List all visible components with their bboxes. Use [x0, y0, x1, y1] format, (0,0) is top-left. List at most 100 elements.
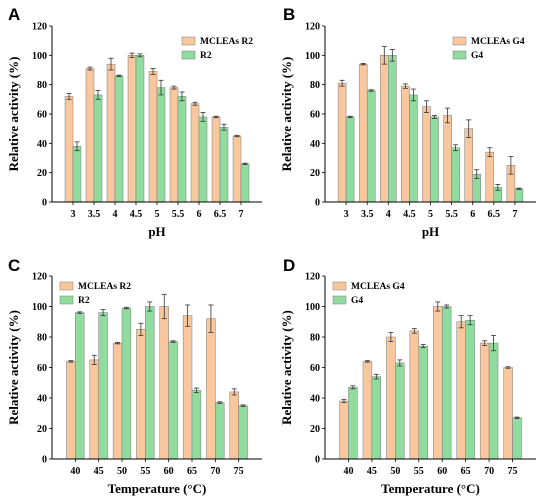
panel-a: A 0 20 40 60 80 100 120 3 3.5 4 4.5 5 5.5 6 6.5 7 pH Relat… [6, 5, 262, 239]
x-tick-label: 5.5 [445, 209, 458, 220]
y-axis-title: Relative activity (%) [279, 310, 294, 425]
bar [190, 103, 200, 203]
y-tick-label: 80 [310, 80, 320, 91]
y-tick-label: 40 [37, 139, 47, 150]
bar [89, 359, 99, 460]
bar [159, 306, 169, 460]
y-tick-label: 0 [42, 198, 47, 209]
y-tick-label: 120 [305, 22, 320, 33]
x-tick-label: 40 [343, 466, 353, 477]
legend-label: G4 [471, 51, 483, 61]
bar [514, 188, 524, 203]
panel-letter: A [8, 5, 20, 24]
x-tick-label: 40 [70, 466, 80, 477]
bar [238, 405, 248, 460]
x-tick-label: 4.5 [403, 209, 416, 220]
x-tick-label: 6 [197, 209, 202, 220]
y-tick-label: 100 [32, 51, 47, 62]
x-tick-label: 3.5 [88, 209, 101, 220]
bar [114, 75, 124, 203]
bar [85, 68, 95, 203]
legend-swatch [181, 36, 196, 46]
bar [66, 361, 76, 460]
bar [366, 90, 376, 203]
bar [451, 147, 460, 203]
bar [422, 106, 431, 203]
bar [182, 315, 193, 460]
y-tick-label: 60 [310, 110, 320, 121]
y-tick-label: 100 [32, 302, 47, 313]
bar [219, 126, 229, 203]
y-tick-label: 40 [310, 139, 320, 150]
legend-swatch [59, 295, 74, 305]
x-tick-label: 60 [437, 466, 447, 477]
x-tick-label: 6 [470, 209, 475, 220]
legend-swatch [332, 295, 347, 305]
bar [441, 306, 452, 460]
bar [169, 87, 179, 203]
panel-letter: D [283, 256, 295, 275]
bar [198, 116, 208, 203]
y-tick-label: 20 [310, 424, 320, 435]
y-tick-label: 20 [310, 168, 320, 179]
bar [503, 367, 513, 460]
x-tick-label: 4 [386, 209, 391, 220]
bar [229, 391, 239, 460]
legend: MCLEAs G4 G4 [452, 36, 525, 61]
bar [206, 318, 216, 460]
x-tick-label: 50 [117, 466, 127, 477]
y-tick-label: 60 [37, 363, 47, 374]
x-axis-title: pH [148, 224, 165, 239]
bar [148, 71, 158, 203]
y-tick-label: 60 [37, 110, 47, 121]
x-tick-label: 6.5 [488, 209, 501, 220]
y-tick-label: 40 [37, 394, 47, 405]
bar [465, 319, 475, 460]
x-axis-title: Temperature (°C) [381, 481, 480, 496]
legend: MCLEAs G4 G4 [332, 281, 405, 306]
x-tick-label: 3 [71, 209, 76, 220]
y-tick-label: 120 [32, 22, 47, 33]
legend-label: R2 [200, 51, 212, 61]
x-tick-label: 45 [94, 466, 104, 477]
x-tick-label: 4 [113, 209, 118, 220]
x-tick-label: 4.5 [130, 209, 143, 220]
bar [98, 312, 108, 460]
bar [433, 306, 443, 460]
bar [93, 94, 103, 203]
legend-swatch [59, 281, 74, 291]
panel-c: C 0 20 40 60 80 100 120 40 45 50 55 60 65 70 75 Temperat… [6, 256, 262, 496]
bar [395, 362, 405, 460]
bar [127, 55, 137, 203]
x-tick-label: 7 [239, 209, 244, 220]
x-tick-label: 55 [140, 466, 150, 477]
bar [485, 151, 495, 203]
x-tick-label: 70 [210, 466, 220, 477]
bar [112, 342, 123, 460]
x-axis-title: pH [422, 224, 439, 239]
y-tick-label: 0 [315, 198, 320, 209]
panel-d: D 0 20 40 60 80 100 120 40 45 50 55 60 65 70 75 Temperat… [279, 256, 536, 496]
legend-label: MCLEAs R2 [200, 37, 253, 47]
y-tick-label: 120 [32, 272, 47, 283]
bar [339, 400, 349, 460]
bar [409, 94, 418, 203]
y-axis-title: Relative activity (%) [279, 57, 294, 172]
legend-swatch [332, 281, 347, 291]
x-tick-label: 7 [512, 209, 517, 220]
bar [72, 146, 82, 203]
y-tick-label: 100 [305, 51, 320, 62]
y-tick-label: 40 [310, 394, 320, 405]
legend-swatch [181, 50, 196, 60]
bar [456, 321, 466, 460]
x-tick-label: 5 [428, 209, 433, 220]
y-tick-label: 80 [37, 333, 47, 344]
bar [488, 342, 499, 460]
bar [135, 55, 145, 203]
bar [121, 307, 132, 460]
bar [345, 116, 355, 203]
legend-label: G4 [351, 296, 363, 306]
x-tick-label: 75 [508, 466, 518, 477]
panel-letter: C [8, 256, 20, 275]
legend-swatch [452, 36, 467, 46]
